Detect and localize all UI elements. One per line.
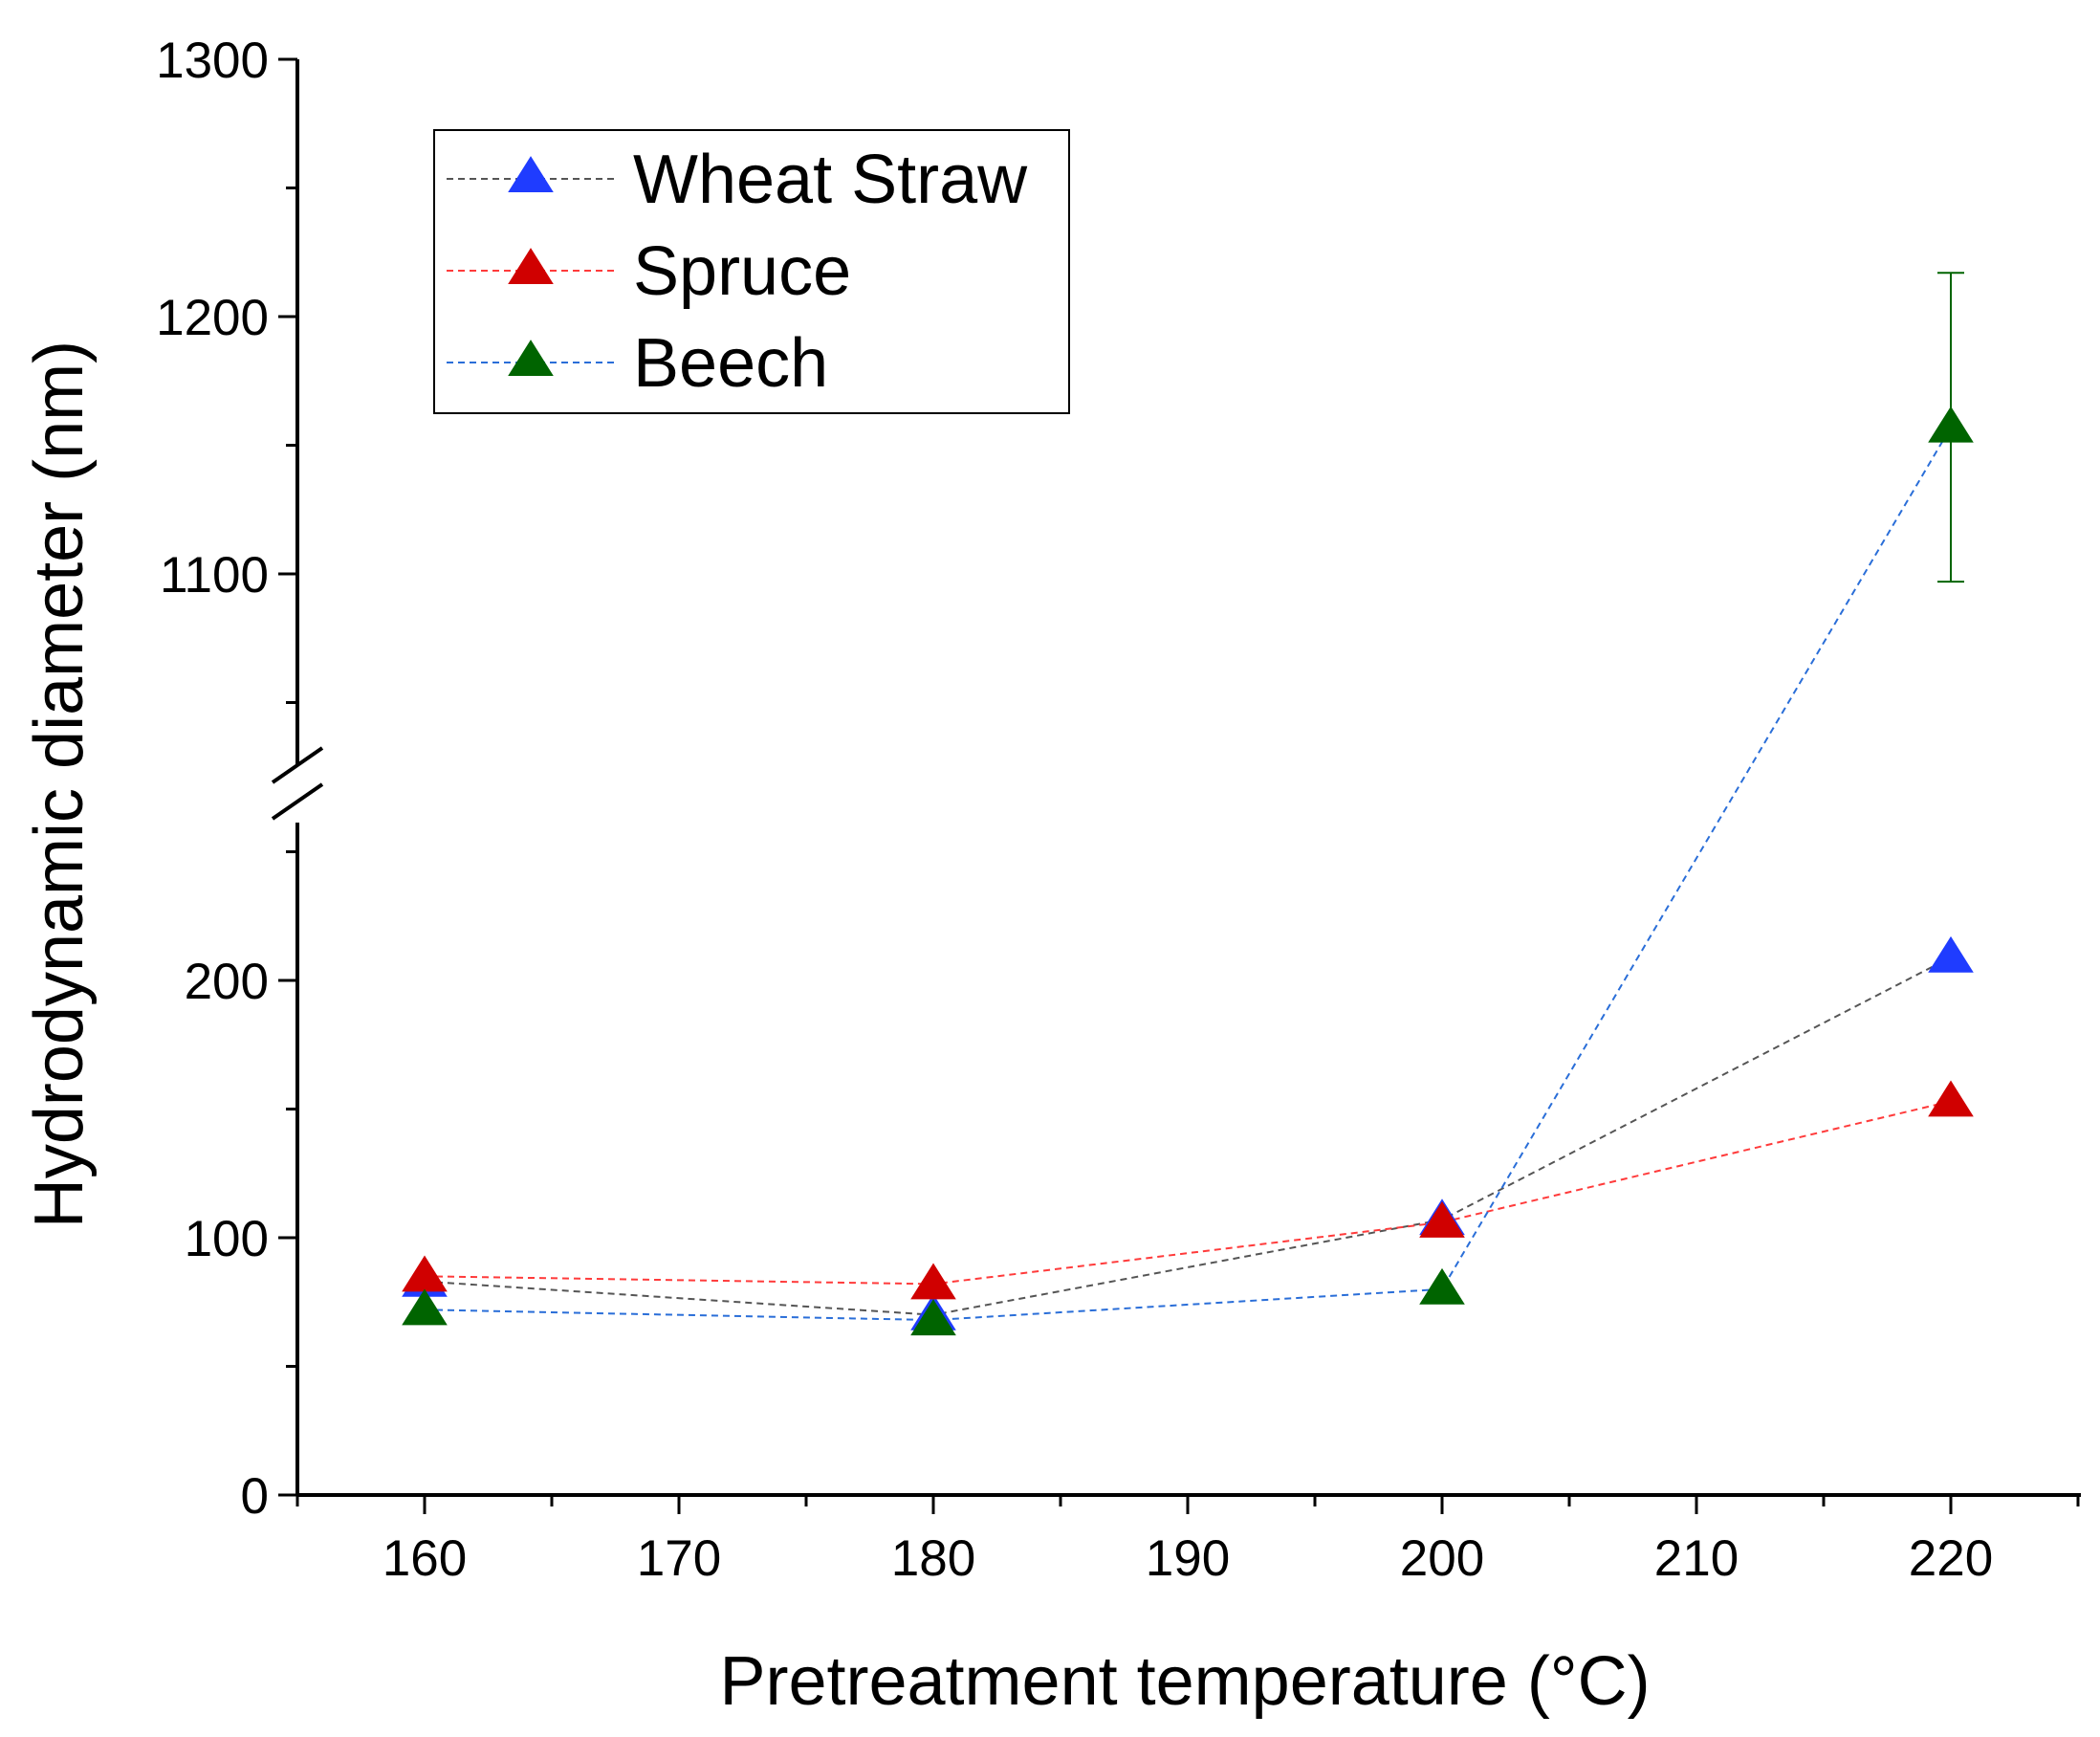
data-point-marker [1928,1080,1974,1117]
y-tick-label: 200 [185,954,269,1010]
x-tick-label: 220 [1909,1530,1993,1587]
legend-label: Spruce [633,233,851,310]
legend-marker [508,340,554,376]
data-point-marker [1928,935,1974,973]
x-axis-ticks: 160 170 180 190 200 210 220 [295,1495,2080,1587]
y-tick-label: 1100 [160,547,269,604]
y-tick-label: 1300 [156,33,269,89]
y-tick-label: 0 [241,1468,269,1525]
series-markers [402,406,1974,1336]
data-point-marker [402,1255,448,1292]
y-tick-label: 100 [185,1211,269,1267]
legend: Wheat Straw Spruce Beech [433,129,1070,414]
data-point-marker [402,1288,448,1326]
axis-break-mark [271,782,324,821]
series-line [424,956,1952,1316]
legend-label: Wheat Straw [633,142,1028,218]
legend-marker [508,156,554,192]
legend-label: Beech [633,325,828,402]
data-point-marker [1928,406,1974,443]
series-lines [424,427,1952,1322]
axis-break-mark [271,746,324,784]
legend-marker [508,248,554,284]
series-line [424,427,1952,1322]
x-tick-label: 180 [891,1530,975,1587]
y-axis-title: Hydrodynamic diameter (nm) [21,341,98,1228]
x-tick-label: 210 [1654,1530,1739,1587]
data-point-marker [910,1263,956,1300]
y-axis-ticks: 0 100 200 1100 1200 1300 [156,33,297,1525]
legend-entries: Wheat Straw Spruce Beech [447,142,1028,402]
series-line [424,1100,1952,1286]
x-axis-title: Pretreatment temperature (°C) [719,1643,1650,1720]
x-tick-label: 200 [1400,1530,1484,1587]
y-tick-label: 1200 [156,290,269,346]
data-point-marker [1419,1200,1465,1238]
data-point-marker [910,1299,956,1336]
data-point-marker [1419,1267,1465,1305]
x-tick-label: 170 [637,1530,721,1587]
x-tick-label: 190 [1146,1530,1230,1587]
x-tick-label: 160 [383,1530,467,1587]
